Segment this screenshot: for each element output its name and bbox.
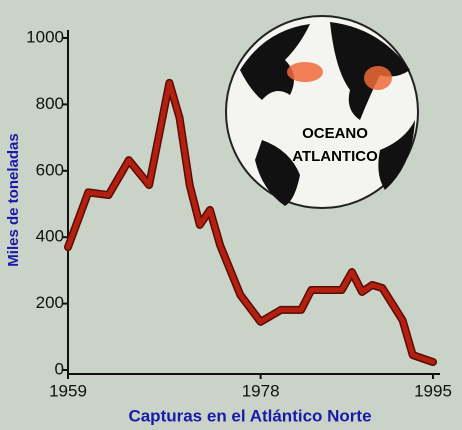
y-tick-label: 200 — [36, 293, 64, 312]
line — [65, 80, 436, 365]
land — [378, 120, 415, 190]
globe: OCEANO ATLANTICO — [225, 15, 419, 209]
annotation: ATLANTICO — [292, 148, 378, 165]
y-axis-label: Miles de toneladas — [5, 133, 22, 266]
x-tick-label: 1959 — [49, 381, 87, 400]
x-axis-label: Capturas en el Atlántico Norte — [128, 406, 371, 425]
highlight — [364, 66, 392, 90]
highlight — [287, 62, 323, 82]
land — [240, 24, 310, 100]
y-tick-label: 1000 — [26, 27, 64, 46]
land — [255, 140, 300, 206]
y-tick-label: 400 — [36, 227, 64, 246]
x-tick-label: 1995 — [414, 381, 452, 400]
y-tick-label: 800 — [36, 94, 64, 113]
y-tick-label: 600 — [36, 160, 64, 179]
annotation: OCEANO — [302, 125, 368, 142]
x-tick-label: 1978 — [242, 381, 280, 400]
y-tick-label: 0 — [55, 359, 64, 378]
